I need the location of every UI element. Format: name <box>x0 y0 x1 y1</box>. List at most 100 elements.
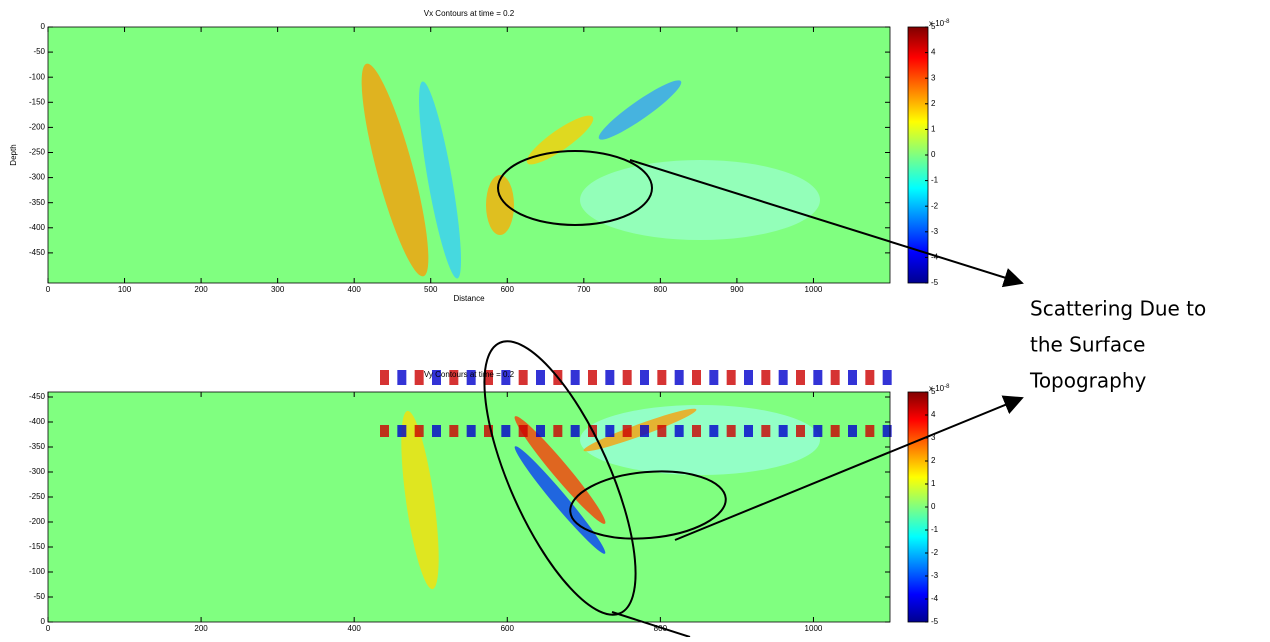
x-tick-label: 900 <box>730 285 744 294</box>
x-tick-label: 400 <box>348 285 362 294</box>
field-texture <box>526 115 594 165</box>
colorbar-exponent-power: -8 <box>944 19 950 25</box>
y-tick-label: -150 <box>29 542 46 551</box>
colorbar-tick-label: -3 <box>931 571 939 580</box>
field-texture <box>432 370 441 385</box>
field-texture <box>622 425 632 437</box>
y-tick-label: -300 <box>29 173 46 182</box>
colorbar-tick-label: 5 <box>931 22 936 31</box>
field-texture <box>848 370 857 385</box>
field-texture <box>414 425 424 437</box>
y-tick-label: -50 <box>33 47 45 56</box>
x-tick-label: 0 <box>46 285 51 294</box>
colorbar-tick-label: 2 <box>931 456 936 465</box>
field-texture <box>553 425 563 437</box>
y-tick-label: -400 <box>29 223 46 232</box>
field-texture <box>580 160 820 240</box>
ellipse <box>483 340 637 616</box>
field-texture <box>640 370 649 385</box>
annotations <box>483 150 1024 638</box>
field-texture <box>588 370 597 385</box>
field-texture <box>865 425 875 437</box>
field-texture <box>518 370 528 385</box>
field-texture <box>466 425 476 437</box>
annotation-text: Scattering Due to <box>1030 297 1206 321</box>
axes-box <box>47 391 891 623</box>
field-texture <box>605 425 615 437</box>
panels: Vx Contours at time = 0.2 Distance Depth 0 1… <box>9 9 950 633</box>
y-tick-label: -150 <box>29 97 46 106</box>
field-texture <box>418 81 462 279</box>
x-tick-label: 0 <box>46 624 51 633</box>
colorbar-tick-label: 2 <box>931 99 936 108</box>
heatmap-field <box>48 27 890 283</box>
x-tick-label: 200 <box>194 285 208 294</box>
field-texture <box>605 370 615 385</box>
colorbar-exponent: x 10-8 <box>929 384 950 394</box>
axes-box <box>47 26 891 284</box>
ellipse <box>497 150 653 226</box>
field-texture <box>501 425 511 437</box>
colorbar-exponent-base: x 10 <box>929 19 945 28</box>
colorbar-tick-label: 1 <box>931 479 936 488</box>
colorbar-tick-label: -3 <box>931 227 939 236</box>
colorbar-tick-label: -4 <box>931 253 939 262</box>
field-texture <box>449 370 459 385</box>
x-tick-label: 1000 <box>805 624 823 633</box>
field-texture <box>536 370 545 385</box>
field-texture <box>761 370 771 385</box>
field-texture <box>796 425 805 437</box>
field-texture <box>514 416 606 524</box>
field-texture <box>709 425 719 437</box>
field-texture <box>692 370 701 385</box>
arrow <box>629 159 1024 288</box>
field-texture <box>536 425 545 437</box>
x-tick-label: 600 <box>501 285 515 294</box>
colorbar-tick-label: -2 <box>931 548 939 557</box>
colorbar-tick-label: 3 <box>931 73 936 82</box>
field-texture <box>761 425 771 437</box>
field-texture <box>674 425 684 437</box>
colorbar-tick-label: 0 <box>931 150 936 159</box>
annotation-text: the Surface <box>1030 333 1145 357</box>
y-tick-label: 0 <box>41 22 46 31</box>
colorbar-tick-label: 0 <box>931 502 936 511</box>
x-tick-label: 500 <box>424 285 438 294</box>
field-texture <box>466 370 476 385</box>
arrow <box>611 611 691 638</box>
field-texture <box>570 425 580 437</box>
field-texture <box>882 370 892 385</box>
colorbar-tick-label: -5 <box>931 278 939 287</box>
colorbar-tick-label: -5 <box>931 617 939 626</box>
y-tick-label: -250 <box>29 148 46 157</box>
colorbar-tick-label: 3 <box>931 433 936 442</box>
field-texture <box>657 370 667 385</box>
field-texture <box>640 425 649 437</box>
field-texture <box>570 370 580 385</box>
y-tick-label: -200 <box>29 123 46 132</box>
field-texture <box>484 425 493 437</box>
colorbar-tick-label: 5 <box>931 387 936 396</box>
field-texture <box>486 175 514 235</box>
y-tick-label: -350 <box>29 442 46 451</box>
field-texture <box>484 370 493 385</box>
field-texture <box>674 370 684 385</box>
colorbar-tick-label: 1 <box>931 125 936 134</box>
colorbar-exponent-base: x 10 <box>929 384 945 393</box>
y-tick-label: -200 <box>29 517 46 526</box>
y-tick-label: -250 <box>29 492 46 501</box>
y-tick-label: -50 <box>33 592 45 601</box>
annotation-text: Topography <box>1029 369 1147 393</box>
field-texture <box>744 425 753 437</box>
y-axis-label: Depth <box>9 144 18 165</box>
colorbar-exponent-power: -8 <box>944 384 950 390</box>
x-tick-label: 700 <box>577 285 591 294</box>
chart-title: Vy Contours at time = 0.2 <box>424 370 515 379</box>
y-tick-label: 0 <box>41 617 46 626</box>
colorbar-tick-label: -4 <box>931 594 939 603</box>
field-texture <box>380 370 389 385</box>
y-tick-label: -300 <box>29 467 46 476</box>
field-texture <box>830 425 840 437</box>
field-texture <box>380 425 389 437</box>
